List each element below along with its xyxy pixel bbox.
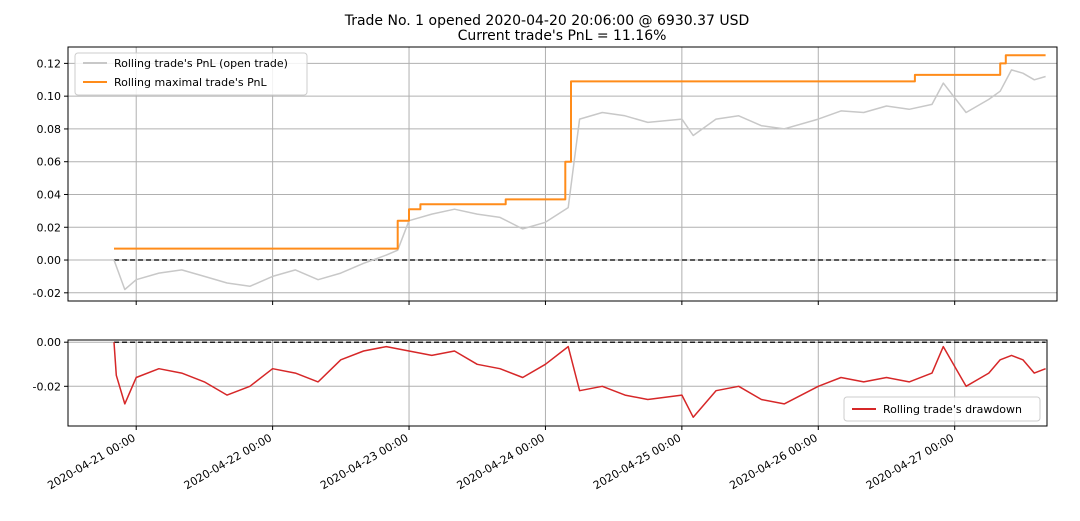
x-tick-label: 2020-04-22 00:00 (182, 431, 274, 492)
drawdown-y-ticks: -0.02 0.00 (33, 336, 68, 393)
pnl-ytick-label: 0.08 (37, 123, 62, 136)
pnl-series (113, 54, 1046, 291)
pnl-ytick-label: 0.02 (37, 221, 62, 234)
x-tick-label: 2020-04-27 00:00 (864, 431, 956, 492)
drawdown-legend: Rolling trade's drawdown (843, 396, 1041, 422)
pnl-ytick-label: 0.12 (37, 57, 62, 70)
drawdown-panel: -0.02 0.00 Rolling trade's drawdown (33, 336, 1048, 430)
pnl-panel: -0.02 0.00 0.02 0.04 0.06 0.08 0.10 0.12 Rollin… (33, 46, 1058, 305)
legend-label-open-trade: Rolling trade's PnL (open trade) (114, 57, 288, 70)
pnl-legend: Rolling trade's PnL (open trade) Rolling… (74, 52, 308, 96)
x-tick-label: 2020-04-26 00:00 (727, 431, 819, 492)
chart-title-line-2: Current trade's PnL = 11.16% (458, 28, 667, 44)
drawdown-ytick-label: 0.00 (37, 336, 62, 349)
pnl-ytick-label: -0.02 (33, 287, 61, 300)
pnl-ytick-label: 0.04 (37, 188, 62, 201)
pnl-ytick-label: 0.00 (37, 254, 62, 267)
legend-label-drawdown: Rolling trade's drawdown (883, 403, 1022, 416)
drawdown-ytick-label: -0.02 (33, 380, 61, 393)
pnl-series-line-0 (113, 69, 1046, 291)
x-tick-label: 2020-04-21 00:00 (45, 431, 137, 492)
pnl-ytick-label: 0.10 (37, 90, 62, 103)
x-axis-ticks: 2020-04-21 00:00 2020-04-22 00:00 2020-04-… (45, 431, 956, 492)
chart-title-line-1: Trade No. 1 opened 2020-04-20 20:06:00 @… (344, 13, 750, 29)
x-tick-label: 2020-04-24 00:00 (455, 431, 547, 492)
drawdown-series (113, 341, 1046, 418)
drawdown-plot-frame (67, 339, 1048, 427)
pnl-legend-box (74, 52, 308, 96)
pnl-plot-frame (67, 46, 1058, 302)
pnl-ytick-label: 0.06 (37, 156, 62, 169)
x-tick-label: 2020-04-25 00:00 (591, 431, 683, 492)
legend-label-max-pnl: Rolling maximal trade's PnL (114, 76, 268, 89)
pnl-y-ticks: -0.02 0.00 0.02 0.04 0.06 0.08 0.10 0.12 (33, 57, 68, 300)
pnl-series-line-1 (114, 54, 1046, 250)
drawdown-legend-box (843, 396, 1041, 422)
x-tick-label: 2020-04-23 00:00 (318, 431, 410, 492)
drawdown-series-line-0 (113, 342, 1046, 418)
